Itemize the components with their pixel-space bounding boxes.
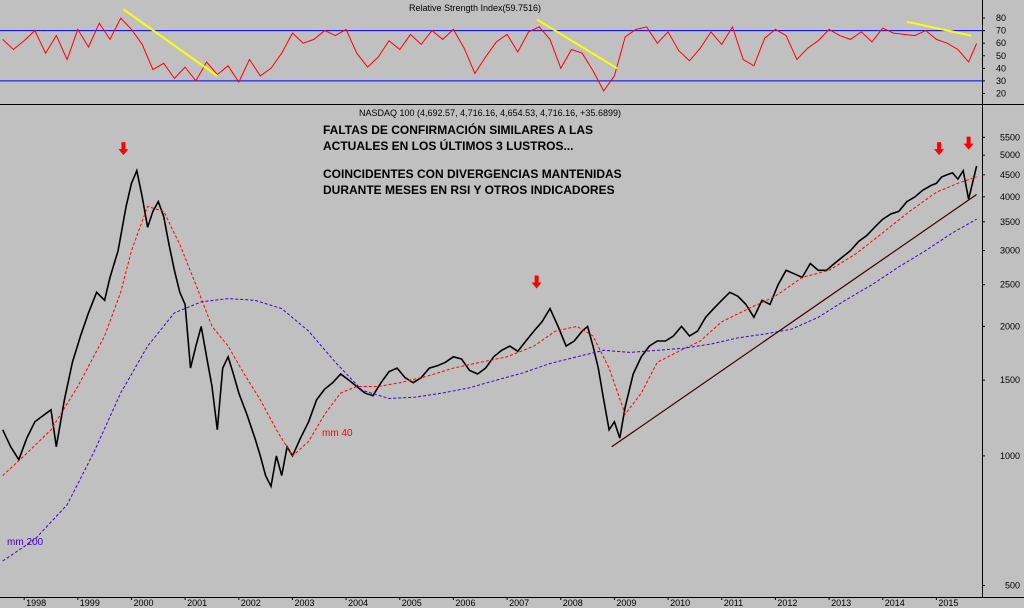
rsi-trendline-1	[122, 8, 218, 77]
x-tick-label: 2005	[402, 598, 422, 608]
x-tick-label: 2004	[348, 598, 368, 608]
x-tick-label: 2010	[670, 598, 690, 608]
price-tick-label: 2500	[1000, 280, 1020, 290]
red-arrow-icon	[934, 142, 945, 156]
support-trendline	[611, 194, 977, 448]
rsi-tick-label: 30	[996, 76, 1006, 86]
price-tick-label: 2000	[1000, 321, 1020, 331]
x-tick-label: 2008	[563, 598, 583, 608]
x-tick-label: 2000	[133, 598, 153, 608]
price-tick-label: 5000	[1000, 150, 1020, 160]
price-panel	[0, 107, 982, 597]
mm200-label: mm 200	[7, 537, 44, 548]
x-tick-label: 2015	[938, 598, 958, 608]
annotation-line-3: COINCIDENTES CON DIVERGENCIAS MANTENIDAS	[323, 167, 622, 181]
rsi-tick-label: 40	[996, 63, 1006, 73]
rsi-line	[2, 17, 978, 92]
annotation-line-2: ACTUALES EN LOS ÚLTIMOS 3 LUSTROS...	[323, 138, 573, 153]
rsi-tick-label: 70	[996, 26, 1006, 36]
price-tick-label: 1500	[1000, 375, 1020, 385]
price-tick-label: 5500	[1000, 132, 1020, 142]
red-arrow-icon	[531, 275, 542, 289]
rsi-tick-label: 80	[996, 13, 1006, 23]
x-tick-label: 2001	[187, 598, 207, 608]
rsi-tick-label: 50	[996, 51, 1006, 61]
red-arrow-icon	[963, 136, 974, 150]
x-tick-label: 2012	[777, 598, 797, 608]
x-tick-label: 2002	[241, 598, 261, 608]
price-tick-label: 500	[1005, 580, 1020, 590]
price-title: NASDAQ 100 (4,692.57, 4,716.16, 4,654.53…	[359, 108, 621, 118]
price-tick-label: 1000	[1000, 451, 1020, 461]
price-line	[1, 165, 978, 489]
rsi-tick-label: 60	[996, 38, 1006, 48]
x-tick-label: 2007	[509, 598, 529, 608]
x-tick-label: 2013	[831, 598, 851, 608]
price-tick-label: 3500	[1000, 217, 1020, 227]
x-tick-label: 1999	[80, 598, 100, 608]
annotation-line-1: FALTAS DE CONFIRMACIÓN SIMILARES A LAS	[323, 122, 593, 137]
x-tick-label: 2011	[724, 598, 743, 608]
x-tick-label: 2006	[455, 598, 475, 608]
rsi-panel	[0, 0, 982, 102]
price-tick-label: 4500	[1000, 170, 1020, 180]
red-arrow-icon	[118, 142, 129, 156]
annotation-line-4: DURANTE MESES EN RSI Y OTROS INDICADORES	[323, 183, 615, 197]
rsi-title: Relative Strength Index(59.7516)	[409, 3, 541, 13]
rsi-trendline-2	[536, 18, 618, 70]
x-tick-label: 2003	[294, 598, 314, 608]
mm40-label: mm 40	[322, 428, 353, 439]
x-tick-label: 1998	[26, 598, 46, 608]
mm200-line	[2, 218, 977, 562]
price-tick-label: 3000	[1000, 246, 1020, 256]
rsi-tick-label: 20	[996, 88, 1006, 98]
x-tick-label: 2009	[616, 598, 636, 608]
rsi-trendline-3	[906, 20, 972, 37]
price-tick-label: 4000	[1000, 192, 1020, 202]
mm40-line	[2, 176, 977, 476]
x-tick-label: 2014	[885, 598, 905, 608]
